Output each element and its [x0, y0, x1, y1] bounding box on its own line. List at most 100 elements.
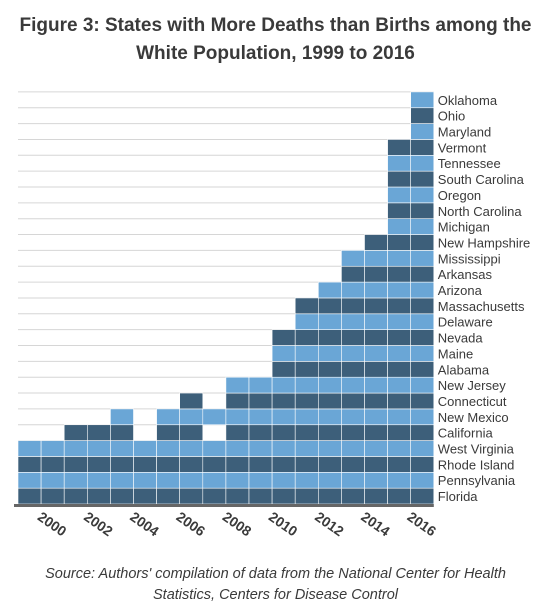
chart-title-line-1: Figure 3: States with More Deaths than B…: [19, 15, 532, 36]
source-line-2: Statistics, Centers for Disease Control: [153, 587, 398, 603]
bar-cell-2012-12: [317, 313, 342, 330]
bar-cell-2007-2: [202, 471, 227, 489]
bar-cell-2014-6: [364, 408, 388, 426]
chart-title-line-2: White Population, 1999 to 2016: [136, 43, 415, 64]
bar-cell-2016-12: [410, 313, 435, 330]
state-label: Maine: [438, 346, 473, 361]
bar-cell-2015-16: [387, 250, 412, 267]
bar-cell-2016-23: [410, 139, 435, 156]
state-label: Alabama: [438, 362, 490, 377]
bar-cell-2016-10: [410, 345, 435, 362]
state-label: Vermont: [438, 140, 487, 155]
bars: [17, 91, 435, 505]
bar-cell-2009-8: [248, 376, 273, 394]
bar-cell-2011-9: [294, 361, 319, 378]
bar-cell-2014-9: [364, 361, 388, 378]
bar-cell-2003-5: [110, 424, 134, 441]
bar-cell-2015-7: [387, 392, 412, 410]
bar-cell-2010-5: [271, 424, 296, 441]
bar-cell-2012-2: [317, 471, 342, 489]
bar-cell-2014-14: [364, 281, 388, 299]
bar-cell-2005-4: [156, 440, 181, 457]
bar-cell-2006-2: [179, 471, 204, 489]
bar-cell-2000-2: [40, 471, 65, 489]
bar-cell-2013-13: [341, 297, 365, 315]
bar-cell-2010-4: [271, 440, 296, 457]
x-tick-2008: 2008: [220, 508, 255, 539]
bar-cell-2007-4: [202, 440, 227, 457]
bar-cell-2012-6: [317, 408, 342, 426]
bar-cell-2010-7: [271, 392, 296, 410]
bar-cell-2016-11: [410, 329, 435, 346]
bar-cell-2012-3: [317, 456, 342, 473]
state-label: Arkansas: [438, 267, 493, 282]
bar-cell-2011-6: [294, 408, 319, 426]
bar-cell-2014-10: [364, 345, 388, 362]
state-label: Oklahoma: [438, 93, 498, 108]
bar-cell-2010-9: [271, 361, 296, 378]
state-label: New Hampshire: [438, 235, 530, 250]
bar-cell-1999-2: [17, 471, 42, 489]
bar-cell-2006-1: [179, 487, 204, 505]
bar-cell-2001-2: [63, 471, 88, 489]
bar-cell-2014-17: [364, 234, 388, 251]
bar-cell-2009-2: [248, 471, 273, 489]
bar-cell-2011-5: [294, 424, 319, 441]
bar-cell-2005-2: [156, 471, 181, 489]
bar-cell-2013-8: [341, 376, 365, 394]
bar-cell-2003-6: [110, 408, 134, 426]
bar-cell-2011-10: [294, 345, 319, 362]
bar-cell-2014-11: [364, 329, 388, 346]
bar-cell-2009-4: [248, 440, 273, 457]
bar-cell-2003-4: [110, 440, 134, 457]
bar-cell-2006-6: [179, 408, 204, 426]
bar-cell-2014-3: [364, 456, 388, 473]
bar-cell-2015-11: [387, 329, 412, 346]
bar-cell-2011-8: [294, 376, 319, 394]
bar-cell-2001-3: [63, 456, 88, 473]
bar-cell-2016-2: [410, 471, 435, 489]
bar-cell-2008-8: [225, 376, 250, 394]
bar-cell-2005-1: [156, 487, 181, 505]
state-label: California: [438, 426, 494, 441]
bar-cell-2014-15: [364, 265, 388, 283]
state-label: South Carolina: [438, 172, 525, 187]
bar-cell-2012-11: [317, 329, 342, 346]
bar-cell-2010-1: [271, 487, 296, 505]
bar-cell-2014-1: [364, 487, 388, 505]
bar-cell-2015-18: [387, 218, 412, 235]
bar-cell-2012-1: [317, 487, 342, 505]
state-label: Rhode Island: [438, 457, 515, 472]
bar-cell-2003-3: [110, 456, 134, 473]
bar-cell-2011-4: [294, 440, 319, 457]
bar-cell-2011-12: [294, 313, 319, 330]
bar-cell-2001-5: [63, 424, 88, 441]
bar-cell-2016-22: [410, 155, 435, 172]
bar-cell-2009-5: [248, 424, 273, 441]
bar-cell-2015-14: [387, 281, 412, 299]
bar-cell-2014-5: [364, 424, 388, 441]
x-tick-labels: 2000 2002 2004 2006 2008 2010 2012 2014 2016: [35, 508, 439, 539]
bar-cell-2016-13: [410, 297, 435, 315]
bar-cell-2016-16: [410, 250, 435, 267]
bar-cell-2015-15: [387, 265, 412, 283]
source-line-1: Source: Authors' compilation of data fro…: [45, 566, 506, 582]
bar-cell-2015-13: [387, 297, 412, 315]
bar-cell-2010-11: [271, 329, 296, 346]
bar-cell-2016-4: [410, 440, 435, 457]
x-tick-2012: 2012: [312, 508, 347, 539]
bar-cell-2004-1: [133, 487, 157, 505]
x-tick-2014: 2014: [358, 508, 393, 539]
state-label: Massachusetts: [438, 299, 525, 314]
bar-cell-2015-19: [387, 202, 412, 220]
bar-cell-2005-3: [156, 456, 181, 473]
bar-cell-2013-14: [341, 281, 365, 299]
bar-cell-2013-9: [341, 361, 365, 378]
state-label: Michigan: [438, 220, 490, 235]
bar-cell-2016-1: [410, 487, 435, 505]
bar-cell-2015-1: [387, 487, 412, 505]
bar-cell-2009-3: [248, 456, 273, 473]
bar-cell-2013-6: [341, 408, 365, 426]
